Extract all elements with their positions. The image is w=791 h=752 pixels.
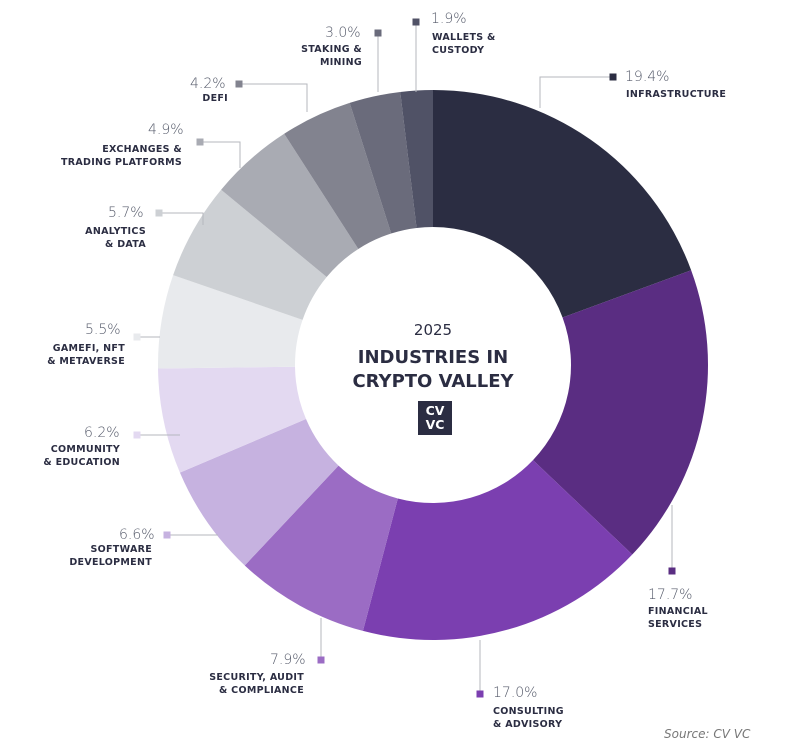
- category-label: SOFTWARE DEVELOPMENT: [69, 544, 152, 568]
- data-label-pct: 6.2%: [84, 425, 120, 441]
- source-note: Source: CV VC: [664, 727, 751, 741]
- slice-6: [158, 275, 303, 369]
- category-label: STAKING & MINING: [301, 44, 362, 68]
- legend-marker-7: [155, 209, 163, 217]
- data-label-pct: 4.9%: [148, 122, 184, 138]
- data-label-pct: 17.0%: [493, 685, 538, 701]
- legend-marker-5: [133, 431, 141, 439]
- slice-0: [433, 90, 692, 318]
- legend-marker-3: [317, 656, 325, 664]
- data-label-pct: 4.2%: [190, 76, 226, 92]
- cvvc-logo: CV VC: [418, 401, 452, 435]
- slice-11: [400, 90, 433, 228]
- slice-2: [362, 460, 633, 640]
- legend-marker-4: [163, 531, 171, 539]
- chart-subtitle: 2025: [413, 321, 453, 339]
- leader-line-7: [159, 212, 204, 225]
- category-label: COMMUNITY & EDUCATION: [43, 444, 120, 468]
- data-label-pct: 5.5%: [85, 322, 121, 338]
- legend-marker-6: [133, 333, 141, 341]
- slice-8: [221, 133, 359, 278]
- legend-marker-2: [476, 690, 484, 698]
- category-label: FINANCIAL SERVICES: [648, 606, 708, 630]
- data-label-pct: 17.7%: [648, 587, 693, 603]
- category-label: EXCHANGES & TRADING PLATFORMS: [60, 144, 182, 168]
- category-label: DEFI: [202, 93, 228, 104]
- category-label: INFRASTRUCTURE: [626, 89, 727, 100]
- category-label: ANALYTICS & DATA: [85, 226, 146, 250]
- legend-marker-10: [374, 29, 382, 37]
- slice-3: [244, 465, 398, 631]
- leader-line-9: [239, 83, 308, 112]
- slice-7: [173, 189, 327, 320]
- legend-marker-8: [196, 138, 204, 146]
- category-label: GAMEFI, NFT & METAVERSE: [47, 343, 125, 367]
- category-label: WALLETS & CUSTODY: [432, 32, 496, 56]
- category-label: CONSULTING & ADVISORY: [493, 706, 564, 730]
- slice-5: [158, 366, 307, 473]
- data-label-pct: 19.4%: [625, 69, 670, 85]
- slice-1: [533, 270, 708, 555]
- data-label-pct: 1.9%: [431, 11, 467, 27]
- slice-4: [179, 419, 339, 566]
- legend-marker-1: [668, 567, 676, 575]
- leader-line-0: [539, 76, 613, 108]
- legend-marker-9: [235, 80, 243, 88]
- category-label: SECURITY, AUDIT & COMPLIANCE: [209, 672, 304, 696]
- slice-9: [284, 102, 392, 249]
- legend-marker-11: [412, 18, 420, 26]
- data-label-pct: 3.0%: [325, 25, 361, 41]
- chart-title: INDUSTRIES IN CRYPTO VALLEY: [352, 347, 514, 392]
- leader-line-8: [200, 141, 241, 168]
- slice-10: [349, 91, 417, 234]
- data-label-pct: 7.9%: [270, 652, 306, 668]
- data-label-pct: 5.7%: [108, 205, 144, 221]
- legend-marker-0: [609, 73, 617, 81]
- data-label-pct: 6.6%: [119, 527, 155, 543]
